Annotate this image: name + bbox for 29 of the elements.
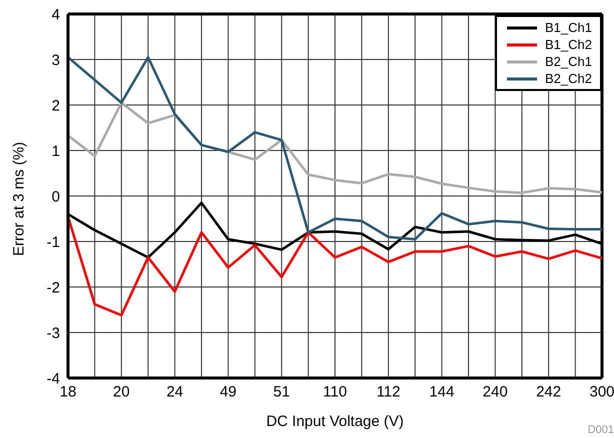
- y-tick-label: 4: [52, 6, 60, 24]
- legend-label: B2_Ch1: [545, 53, 592, 70]
- y-tick-label: -1: [46, 234, 60, 251]
- x-tick-label: 49: [220, 384, 237, 401]
- x-tick-label: 300: [589, 384, 614, 401]
- y-tick-label: -3: [46, 324, 60, 342]
- x-tick-label: 24: [166, 384, 184, 401]
- y-tick-label: -2: [46, 279, 60, 296]
- x-tick-label: 110: [323, 384, 347, 401]
- x-tick-label: 144: [429, 384, 454, 401]
- line-series: [66, 215, 604, 316]
- x-tick-label: 51: [273, 384, 290, 401]
- x-tick-label: 112: [376, 384, 400, 401]
- y-tick-label: 0: [52, 188, 60, 206]
- legend-label: B1_Ch2: [545, 36, 592, 53]
- x-axis-title: DC Input Voltage (V): [266, 413, 404, 430]
- x-tick-label: 240: [482, 384, 508, 401]
- legend-label: B1_Ch1: [545, 19, 592, 36]
- y-tick-label: 1: [52, 142, 60, 160]
- x-tick-label: 18: [60, 384, 76, 401]
- y-tick-label: 3: [52, 52, 60, 69]
- text: D001: [588, 424, 614, 436]
- line-series: [66, 56, 604, 240]
- y-tick-label: 2: [52, 97, 60, 114]
- y-tick-label: -4: [46, 370, 60, 388]
- x-tick-label: 20: [113, 384, 130, 401]
- legend-label: B2_Ch2: [545, 70, 592, 87]
- x-tick-label: 242: [536, 384, 562, 401]
- y-axis-title: Error at 3 ms (%): [10, 142, 28, 256]
